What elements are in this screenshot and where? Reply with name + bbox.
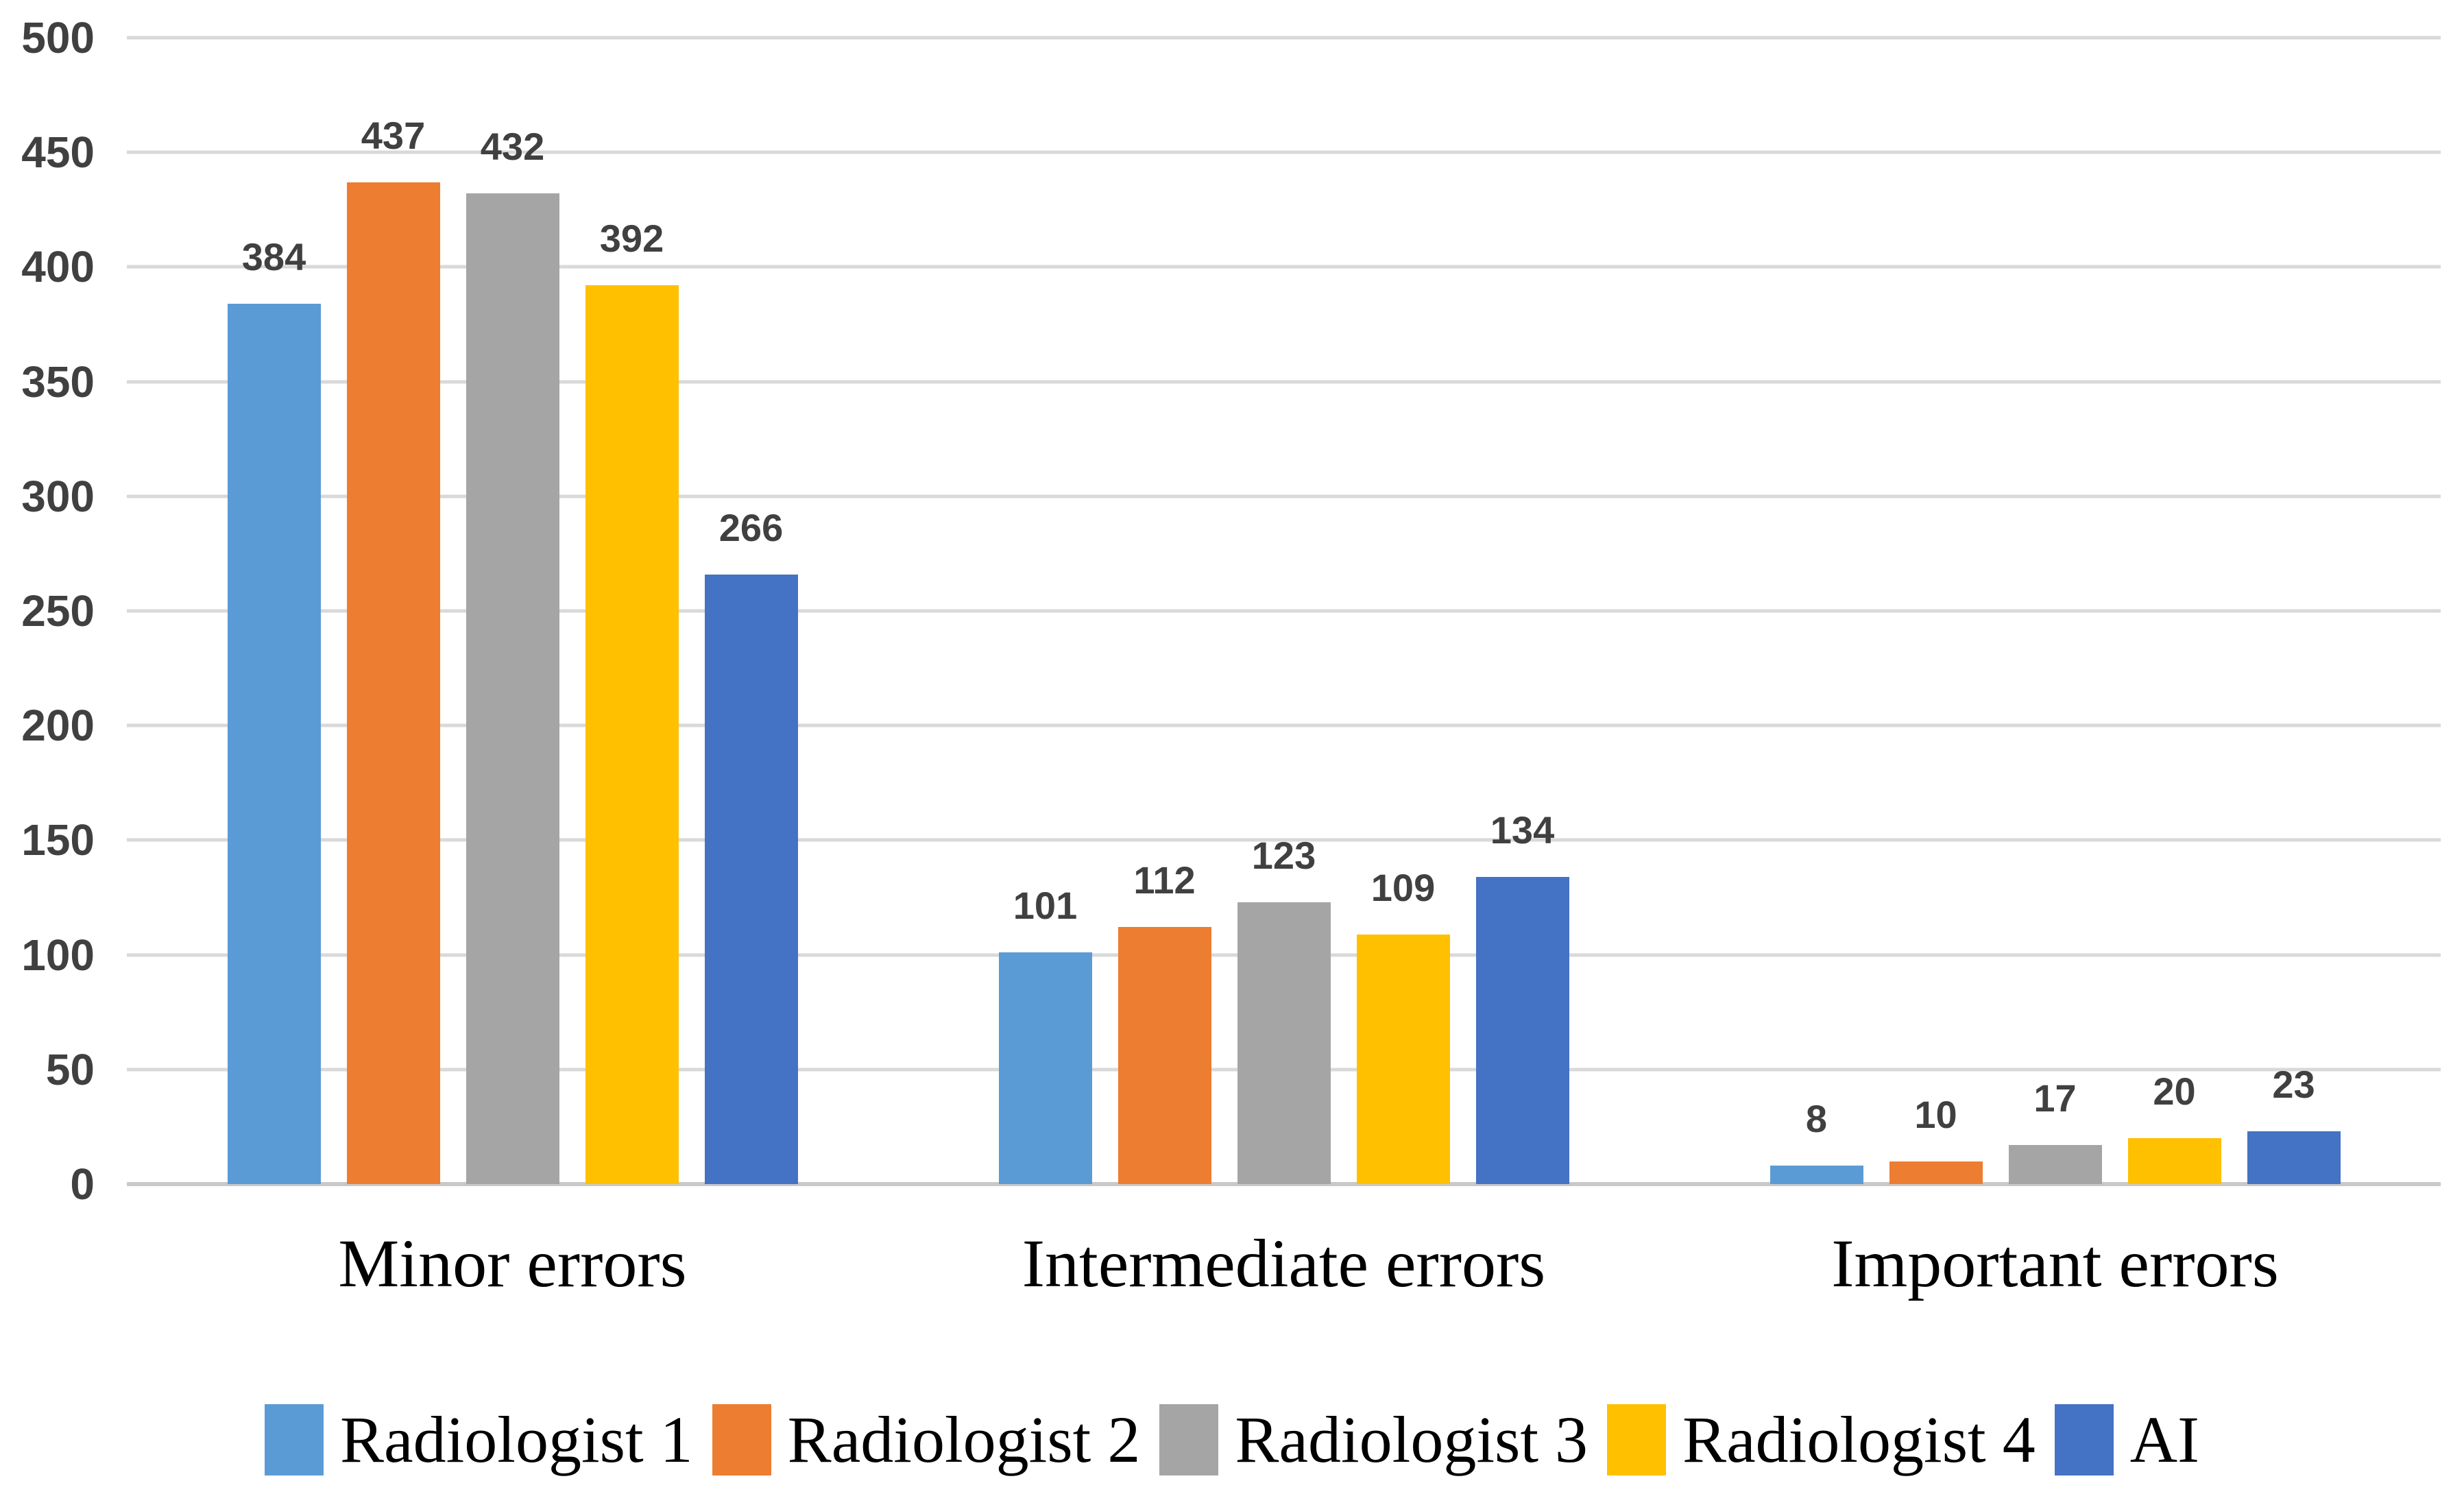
legend-label: Radiologist 3 xyxy=(1235,1403,1589,1476)
legend-swatch-icon xyxy=(712,1404,771,1475)
legend-label: AI xyxy=(2129,1403,2200,1476)
bar-value-label: 123 xyxy=(1251,833,1316,877)
bar-value-label: 109 xyxy=(1370,865,1436,909)
legend: Radiologist 1 Radiologist 2 Radiologist 3 R… xyxy=(0,1404,2464,1475)
category-label-important-errors: Important errors xyxy=(1831,1225,2279,1301)
legend-item-ai: AI xyxy=(2054,1403,2200,1476)
plot-area: 384 437 432 392 266 101 112 123 109 134 8 10 17 20 23 xyxy=(127,36,2441,1186)
bar-group-minor-errors: 384 437 432 392 266 xyxy=(127,38,898,1184)
bar-group-important-errors: 8 10 17 20 23 xyxy=(1669,38,2441,1184)
bar-value-label: 266 xyxy=(718,505,784,549)
gridline xyxy=(127,380,2441,384)
y-axis: 0 50 100 150 200 250 300 350 400 450 500 xyxy=(0,16,95,1206)
legend-swatch-icon xyxy=(264,1404,324,1475)
bar-radiologist-2-minor-errors: 437 xyxy=(346,116,440,1184)
category-label-intermediate-errors: Intermediate errors xyxy=(1022,1225,1546,1301)
bar-value-label: 8 xyxy=(1805,1097,1828,1141)
bar-radiologist-1-important-errors: 8 xyxy=(1770,1100,1863,1184)
bar-ai-intermediate-errors: 134 xyxy=(1475,810,1569,1184)
bar-value-label: 112 xyxy=(1133,858,1196,902)
bar-value-label: 10 xyxy=(1914,1092,1957,1136)
bar-radiologist-1-minor-errors: 384 xyxy=(227,237,321,1184)
legend-label: Radiologist 4 xyxy=(1682,1403,2036,1476)
bar-radiologist-4-intermediate-errors: 109 xyxy=(1356,868,1450,1184)
bar-ai-minor-errors: 266 xyxy=(704,508,798,1184)
category-label-minor-errors: Minor errors xyxy=(338,1225,687,1301)
bar-value-label: 432 xyxy=(480,125,545,169)
legend-item-radiologist-1: Radiologist 1 xyxy=(264,1403,693,1476)
legend-label: Radiologist 2 xyxy=(787,1403,1141,1476)
bar-radiologist-3-important-errors: 17 xyxy=(2008,1079,2102,1184)
category-axis: Minor errors Intermediate errors Important… xyxy=(127,1219,2441,1308)
bar-radiologist-3-minor-errors: 432 xyxy=(466,128,559,1184)
legend-swatch-icon xyxy=(1607,1404,1667,1475)
bar-radiologist-4-important-errors: 20 xyxy=(2127,1072,2221,1184)
y-axis-tick-label: 200 xyxy=(21,701,95,751)
bar-value-label: 384 xyxy=(241,234,306,278)
y-axis-tick-label: 250 xyxy=(21,586,95,636)
y-axis-tick-label: 50 xyxy=(45,1044,95,1094)
bar-radiologist-1-intermediate-errors: 101 xyxy=(998,887,1092,1184)
legend-item-radiologist-4: Radiologist 4 xyxy=(1607,1404,2036,1475)
gridline xyxy=(127,494,2441,498)
bar-value-label: 17 xyxy=(2033,1076,2077,1120)
y-axis-tick-label: 450 xyxy=(21,128,95,178)
bar-ai-important-errors: 23 xyxy=(2247,1065,2341,1184)
bar-value-label: 437 xyxy=(361,113,426,157)
bar-value-label: 20 xyxy=(2153,1070,2196,1113)
bar-radiologist-2-important-errors: 10 xyxy=(1889,1095,1983,1184)
gridline xyxy=(127,723,2441,727)
bar-value-label: 392 xyxy=(599,217,664,261)
legend-item-radiologist-3: Radiologist 3 xyxy=(1159,1404,1588,1475)
bar-radiologist-4-minor-errors: 392 xyxy=(585,219,679,1184)
bar-value-label: 134 xyxy=(1490,808,1555,852)
y-axis-tick-label: 500 xyxy=(21,13,95,62)
y-axis-tick-label: 0 xyxy=(70,1159,95,1209)
bar-value-label: 101 xyxy=(1013,884,1078,928)
bar-group-intermediate-errors: 101 112 123 109 134 xyxy=(898,38,1669,1184)
bar-groups: 384 437 432 392 266 101 112 123 109 134 8 10 17 20 23 xyxy=(127,38,2441,1184)
y-axis-tick-label: 350 xyxy=(21,357,95,407)
bar-radiologist-3-intermediate-errors: 123 xyxy=(1237,836,1331,1184)
gridline xyxy=(127,609,2441,613)
y-axis-tick-label: 400 xyxy=(21,242,95,292)
gridline xyxy=(127,150,2441,154)
bar-radiologist-2-intermediate-errors: 112 xyxy=(1118,861,1211,1184)
legend-label: Radiologist 1 xyxy=(339,1403,693,1476)
baseline-gridline xyxy=(127,1182,2441,1186)
legend-swatch-icon xyxy=(2054,1404,2114,1475)
legend-swatch-icon xyxy=(1159,1404,1219,1475)
y-axis-tick-label: 100 xyxy=(21,930,95,980)
gridline xyxy=(127,36,2441,40)
y-axis-tick-label: 150 xyxy=(21,815,95,865)
gridline xyxy=(127,838,2441,842)
bar-value-label: 23 xyxy=(2272,1063,2315,1107)
y-axis-tick-label: 300 xyxy=(21,471,95,521)
gridline xyxy=(127,265,2441,269)
legend-item-radiologist-2: Radiologist 2 xyxy=(712,1403,1141,1476)
